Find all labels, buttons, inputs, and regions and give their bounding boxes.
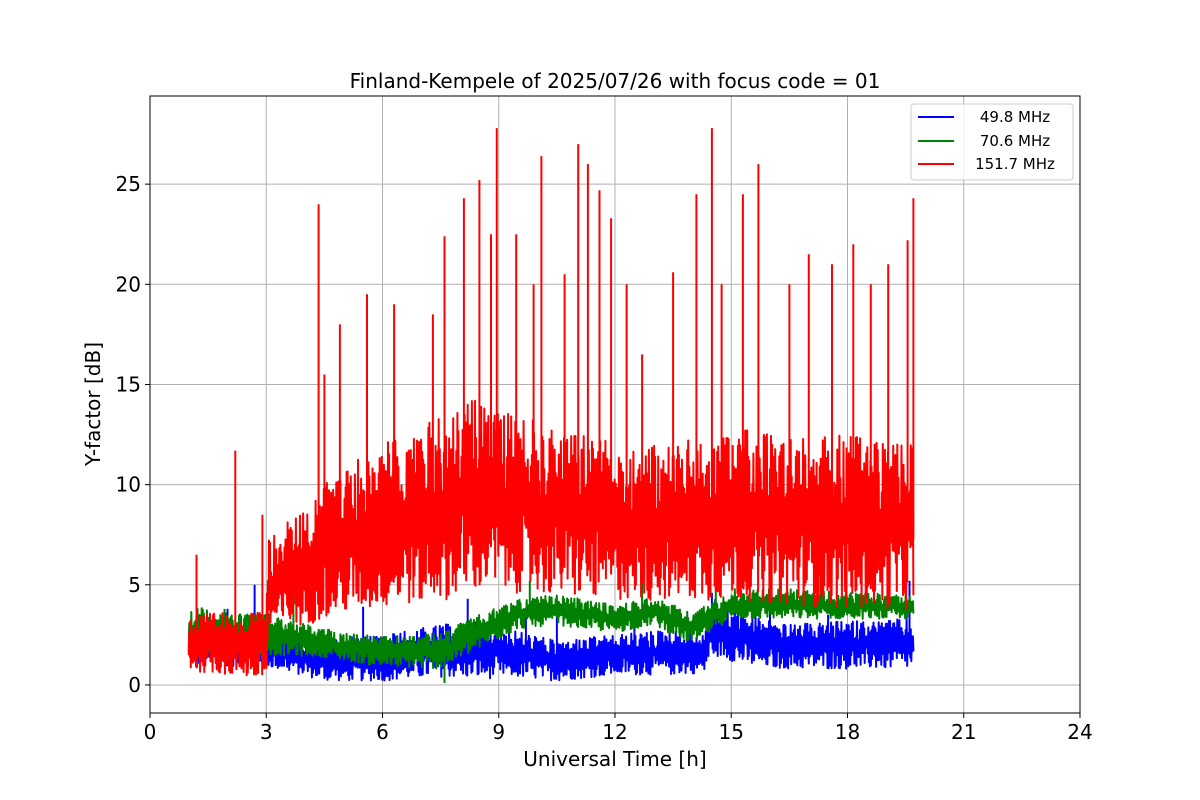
x-axis: 0 3 6 9 12 15 18 21 24 (144, 713, 1093, 744)
x-axis-label: Universal Time [h] (523, 747, 706, 771)
plot-area (187, 128, 915, 683)
y-tick-label: 15 (116, 372, 141, 396)
legend-label-49-8: 49.8 MHz (980, 108, 1050, 126)
y-axis-label: Y-factor [dB] (81, 342, 105, 467)
y-tick-label: 5 (128, 573, 141, 597)
legend-box (910, 103, 1074, 181)
x-tick-label: 15 (719, 720, 744, 744)
series-line-70-6-mhz (187, 588, 915, 670)
chart-title: Finland-Kempele of 2025/07/26 with focus… (350, 69, 881, 93)
legend-label-70-6: 70.6 MHz (980, 132, 1050, 150)
x-tick-label: 6 (376, 720, 389, 744)
x-tick-label: 21 (951, 720, 976, 744)
x-tick-label: 3 (260, 720, 273, 744)
legend-label-151-7: 151.7 MHz (975, 155, 1055, 173)
y-tick-label: 10 (116, 473, 141, 497)
x-tick-label: 0 (144, 720, 157, 744)
series-line-151-7-mhz (187, 399, 915, 677)
y-axis: 0 5 10 15 20 25 (116, 172, 150, 697)
y-tick-label: 0 (128, 673, 141, 697)
y-tick-label: 20 (116, 272, 141, 296)
legend: 49.8 MHz 70.6 MHz 151.7 MHz (910, 103, 1074, 181)
y-tick-label: 25 (116, 172, 141, 196)
x-tick-label: 12 (602, 720, 627, 744)
x-tick-label: 18 (835, 720, 860, 744)
x-tick-label: 24 (1067, 720, 1092, 744)
x-tick-label: 9 (492, 720, 505, 744)
